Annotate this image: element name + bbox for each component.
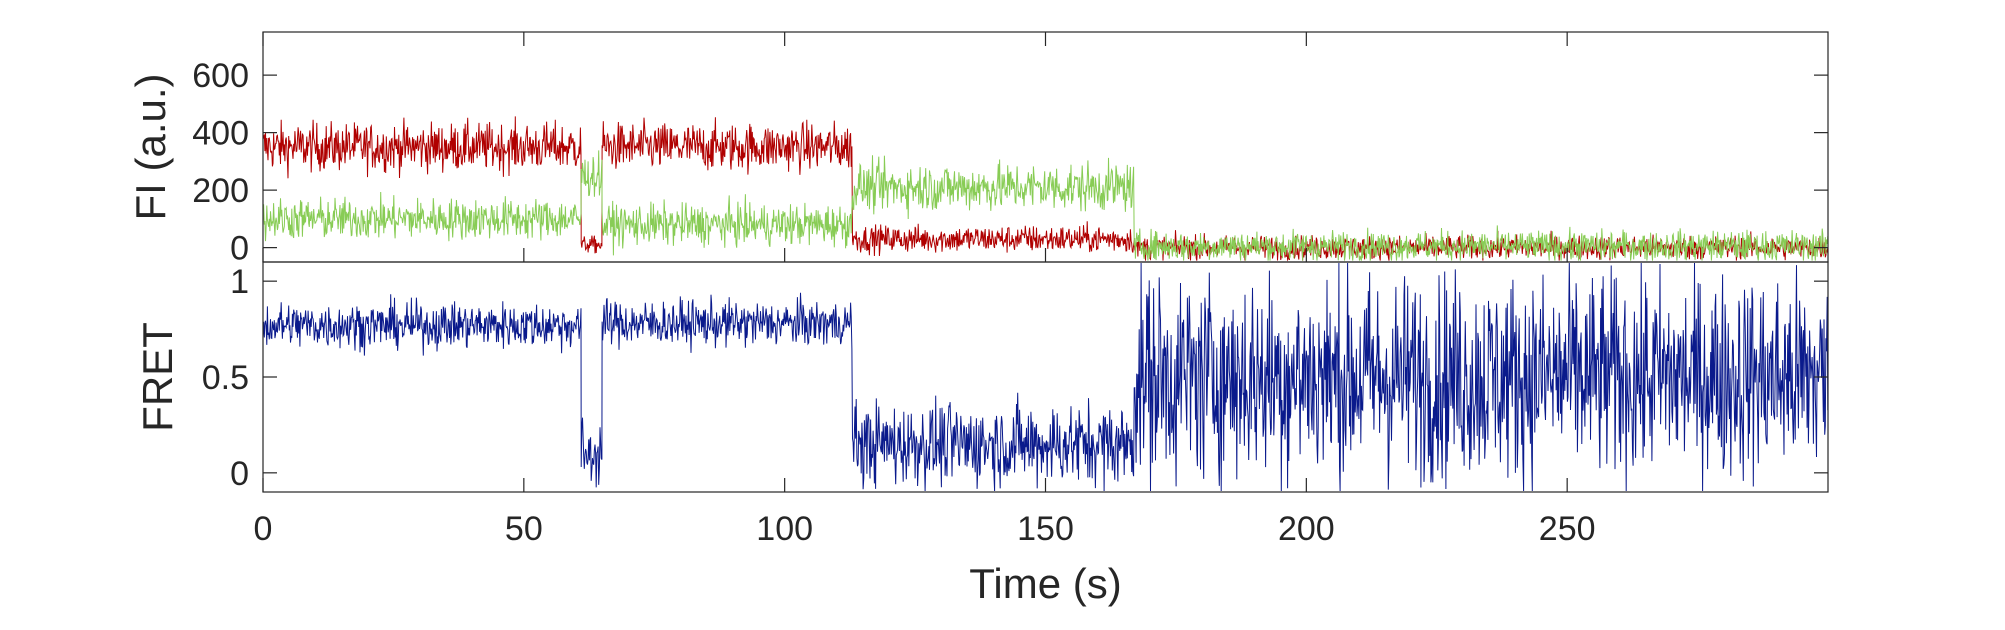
fret-panel: 00.510 50 100 150 200 250 FRET Time (s) xyxy=(134,32,1829,607)
fret-axes-box xyxy=(262,261,1829,493)
fluorescence-traces xyxy=(262,116,1829,262)
fluorescence-y-tick-label: 600 xyxy=(192,57,249,95)
fret-y-tick-label: 0.5 xyxy=(202,359,249,397)
trace-series-1 xyxy=(262,150,1829,261)
fret-ticks: 00.510 50 100 150 200 250 xyxy=(202,32,1828,548)
x-tick-label: 250 xyxy=(1539,510,1596,548)
fret-traces xyxy=(262,262,1829,492)
fret-y-axis-label: FRET xyxy=(134,322,181,432)
fluorescence-y-axis-label: FI (a.u.) xyxy=(127,73,174,220)
fret-y-tick-label: 1 xyxy=(230,263,249,301)
fluorescence-y-tick-label: 200 xyxy=(192,172,249,210)
fret-y-tick-label: 0 xyxy=(230,455,249,493)
x-tick-label: 200 xyxy=(1278,510,1335,548)
x-tick-label: 50 xyxy=(505,510,543,548)
x-tick-label: 150 xyxy=(1017,510,1074,548)
fluorescence-y-tick-label: 400 xyxy=(192,115,249,153)
x-tick-label: 0 xyxy=(254,510,273,548)
trace-series-0 xyxy=(262,262,1829,492)
fluorescence-panel: 0 200 400 600 FI (a.u.) xyxy=(127,31,1829,268)
time-x-axis-label: Time (s) xyxy=(969,560,1121,607)
fluorescence-y-ticks: 0 200 400 600 xyxy=(192,57,1828,268)
fluorescence-y-tick-label: 0 xyxy=(230,230,249,268)
x-tick-label: 100 xyxy=(756,510,813,548)
